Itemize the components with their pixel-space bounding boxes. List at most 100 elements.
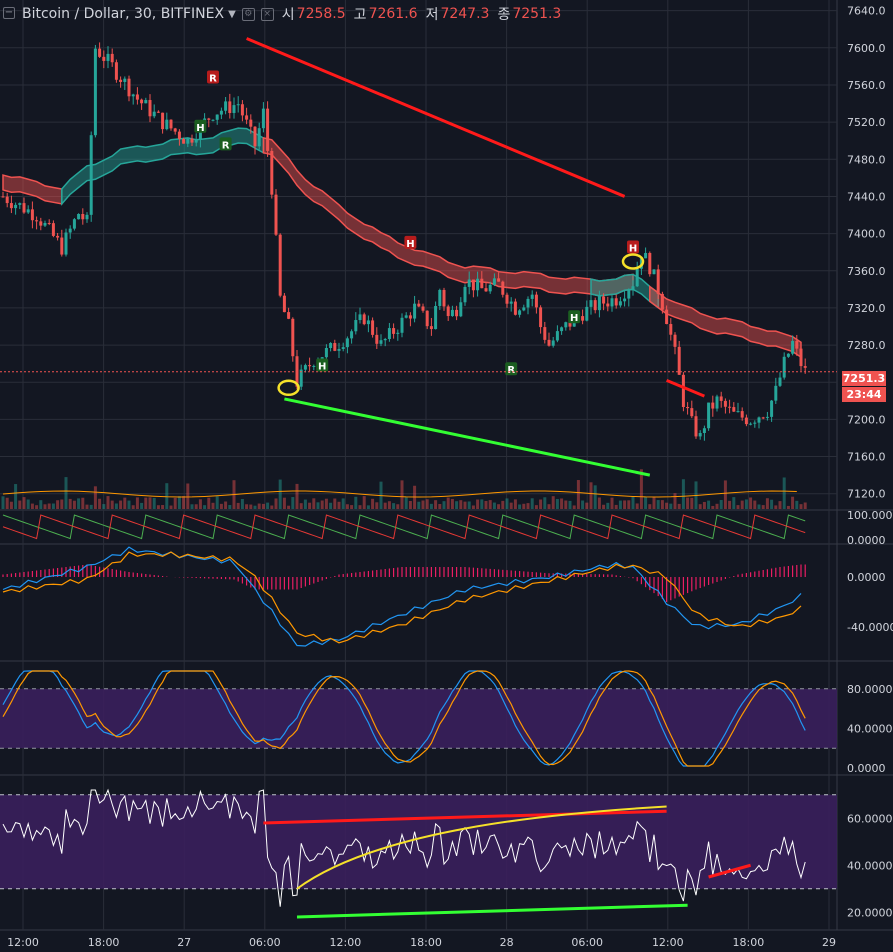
candle-body: [354, 320, 358, 332]
candle-body: [589, 300, 593, 307]
price-tick-label: 7560.0: [847, 79, 886, 92]
volume-bar: [333, 498, 337, 509]
price-tick-label: 7480.0: [847, 153, 886, 166]
candle-body: [568, 322, 572, 327]
volume-bar: [728, 500, 732, 509]
close-value: 7251.3: [512, 6, 562, 22]
volume-bar: [505, 498, 509, 509]
volume-bar: [98, 498, 102, 509]
pattern-marker-label: R: [507, 365, 515, 376]
volume-bar: [656, 500, 660, 509]
volume-bar: [291, 497, 295, 509]
candle-body: [379, 340, 383, 344]
volume-bar: [484, 500, 488, 509]
volume-bar: [421, 500, 425, 509]
chevron-down-icon[interactable]: ▼: [228, 8, 236, 20]
osc-tick-label: 0.0000: [847, 534, 886, 547]
candle-body: [396, 332, 400, 334]
volume-bar: [555, 498, 559, 509]
volume-bar: [471, 505, 475, 509]
pattern-marker: [316, 358, 329, 372]
candle-body: [539, 307, 543, 328]
volume-bar: [303, 499, 307, 509]
volume-bar: [534, 505, 538, 509]
volume-bar: [249, 504, 253, 509]
candle-body: [81, 213, 85, 220]
volume-bar: [522, 503, 526, 509]
pattern-marker: [194, 119, 207, 133]
candle-body: [782, 356, 786, 378]
volume-bar: [581, 500, 585, 509]
candle-body: [614, 298, 618, 306]
pattern-marker-label: H: [406, 239, 414, 250]
volume-bar: [144, 497, 148, 509]
candle-body: [723, 400, 727, 407]
hide-icon[interactable]: ×: [260, 7, 274, 21]
candle-body: [144, 100, 148, 104]
candle-body: [362, 314, 366, 325]
candle-body: [513, 301, 517, 315]
volume-bar: [497, 504, 501, 509]
candle-body: [274, 194, 278, 235]
price-tick-label: 7280.0: [847, 339, 886, 352]
volume-bar: [245, 504, 249, 509]
symbol-title[interactable]: Bitcoin / Dollar, 30, BITFINEX: [22, 6, 225, 22]
volume-bar: [753, 500, 757, 509]
collapse-icon[interactable]: −: [3, 7, 15, 19]
candle-body: [303, 365, 307, 370]
candle-body: [522, 307, 526, 311]
open-label: 시: [281, 7, 295, 23]
candle-body: [383, 339, 387, 341]
candle-body: [417, 303, 421, 307]
candle-body: [728, 406, 732, 408]
candle-body: [757, 417, 761, 423]
price-tick-label: 7520.0: [847, 116, 886, 129]
volume-bar: [803, 502, 807, 509]
volume-bar: [173, 497, 177, 509]
volume-bar: [627, 500, 631, 509]
settings-icon[interactable]: ⚙: [241, 7, 255, 21]
candle-body: [299, 369, 303, 387]
highlight-circle: [621, 253, 645, 270]
trendline-red: [246, 37, 626, 198]
pattern-marker-label: H: [629, 244, 637, 255]
volume-bar: [732, 497, 736, 509]
volume-bar: [110, 500, 114, 509]
candle-body: [480, 278, 484, 289]
volume-bar: [282, 497, 286, 509]
candle-body: [98, 48, 102, 57]
volume-bar: [375, 502, 379, 509]
candle-body: [93, 48, 97, 136]
volume-bar: [740, 500, 744, 509]
low-label: 저: [425, 7, 439, 23]
volume-bar: [501, 500, 505, 509]
candle-body: [135, 94, 139, 100]
volume-bar: [224, 501, 228, 509]
time-tick-label: 12:00: [7, 936, 39, 949]
candle-body: [686, 407, 690, 409]
time-tick-label: 12:00: [652, 936, 684, 949]
candle-body: [85, 214, 89, 220]
volume-bar: [723, 480, 727, 509]
volume-bar: [366, 505, 370, 509]
candle-body: [77, 213, 81, 220]
volume-bar: [400, 480, 404, 509]
candle-body: [72, 219, 76, 229]
stoch-tick-label: 40.0000: [847, 722, 893, 735]
volume-bar: [194, 504, 198, 509]
volume-bar: [631, 496, 635, 509]
candle-body: [765, 416, 769, 418]
pattern-marker: [627, 240, 639, 254]
volume-bar: [702, 501, 706, 509]
candle-body: [413, 303, 417, 319]
candle-body: [631, 286, 635, 291]
stoch-band: [0, 688, 837, 749]
trendline-yellow: [296, 805, 667, 890]
macd-line-macd: [2, 546, 802, 647]
candle-body: [173, 128, 177, 132]
candle-body: [169, 119, 173, 129]
trendline-red: [263, 809, 667, 825]
time-tick-label: 29: [822, 936, 836, 949]
candle-body: [278, 234, 282, 296]
